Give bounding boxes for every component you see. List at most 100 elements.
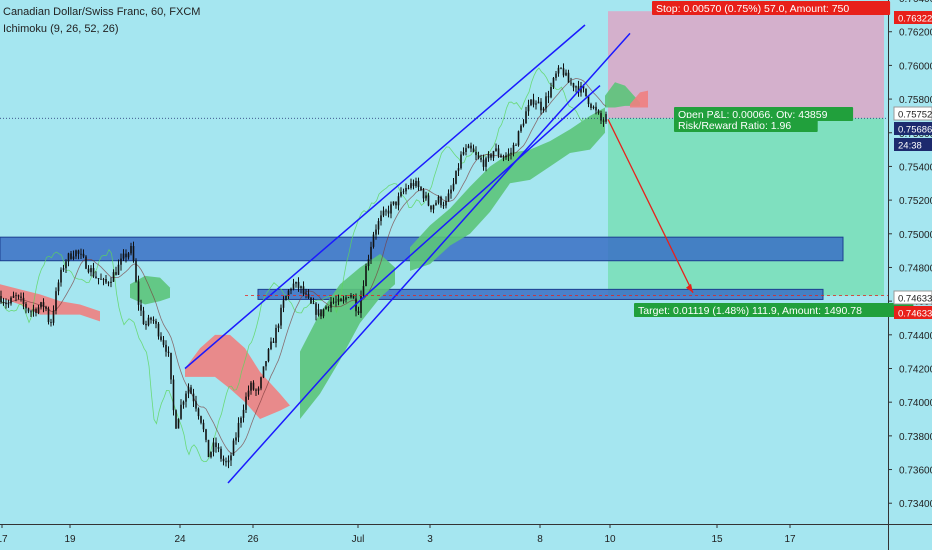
- candle-body: [295, 281, 297, 284]
- candle-body: [287, 290, 290, 296]
- candle-body: [235, 437, 237, 441]
- projection-arrow: [607, 119, 694, 294]
- candle-body: [590, 104, 592, 108]
- x-tick-label: 8: [537, 534, 543, 545]
- candle-body: [512, 145, 515, 153]
- candle-body: [250, 382, 252, 391]
- stop-label-bg: [652, 1, 891, 15]
- candle-body: [317, 309, 320, 315]
- candle-body: [432, 205, 435, 210]
- price-tag: 0.74633: [898, 294, 932, 305]
- y-tick-label: 0.74400: [899, 331, 932, 342]
- candle-body: [515, 145, 517, 146]
- x-tick-label: 17: [784, 534, 796, 545]
- candle-body: [577, 86, 580, 93]
- candle-body: [57, 282, 60, 292]
- candle-body: [62, 268, 65, 270]
- candle-body: [575, 86, 577, 88]
- channel-line: [349, 85, 601, 311]
- price-tag-bg: [893, 290, 932, 305]
- candle-body: [97, 278, 100, 279]
- candle-body: [7, 303, 10, 305]
- candle-body: [547, 96, 550, 98]
- candle-body: [177, 418, 180, 429]
- y-tick-label: 0.74000: [899, 398, 932, 409]
- candle-body: [22, 297, 25, 304]
- candle-body: [15, 295, 17, 297]
- stop-area: [608, 11, 884, 119]
- y-tick-label: 0.75000: [899, 230, 932, 241]
- candle-body: [220, 448, 222, 459]
- candle-body: [165, 344, 167, 352]
- candle-body: [495, 148, 497, 152]
- candle-body: [85, 256, 87, 269]
- candle-body: [417, 180, 420, 188]
- candle-body: [67, 253, 70, 262]
- candle-body: [212, 442, 215, 452]
- candle-body: [482, 159, 485, 167]
- candle-body: [147, 317, 150, 326]
- candle-body: [262, 366, 265, 378]
- trend-channel[interactable]: [184, 24, 631, 484]
- x-tick-label: 10: [604, 534, 616, 545]
- candle-body: [597, 110, 600, 114]
- candle-body: [145, 324, 147, 326]
- candle-body: [472, 148, 475, 153]
- candle-body: [457, 168, 460, 171]
- candle-body: [542, 108, 545, 111]
- bear-cloud: [0, 284, 100, 322]
- candle-body: [520, 125, 522, 132]
- price-tag: 0.74633: [898, 309, 932, 320]
- candle-body: [332, 301, 335, 303]
- candle-body: [362, 286, 365, 296]
- candle-body: [202, 422, 205, 430]
- candle-body: [280, 307, 282, 326]
- candle-body: [217, 447, 220, 449]
- candle-body: [157, 323, 160, 337]
- candle-body: [455, 170, 457, 184]
- candle-body: [510, 152, 512, 154]
- candle-body: [60, 269, 62, 283]
- y-tick-label: 0.75800: [899, 95, 932, 106]
- candle-body: [310, 297, 312, 304]
- candle-body: [427, 195, 430, 206]
- chart-title: Canadian Dollar/Swiss Franc, 60, FXCM: [3, 6, 201, 18]
- candle-body: [330, 301, 332, 308]
- candle-body: [252, 382, 255, 390]
- candle-body: [265, 361, 267, 367]
- candle-body: [222, 458, 225, 462]
- target-label-bg: [634, 303, 914, 317]
- candle-body: [302, 286, 305, 294]
- candle-body: [392, 201, 395, 205]
- candle-body: [315, 303, 317, 315]
- candle-body: [440, 196, 442, 206]
- candle-body: [257, 388, 260, 391]
- candle-body: [320, 309, 322, 317]
- candle-body: [230, 455, 232, 461]
- x-tick-label: 24: [174, 534, 186, 545]
- candle-body: [407, 187, 410, 189]
- candle-body: [65, 261, 67, 269]
- candle-body: [100, 278, 102, 280]
- candle-body: [415, 180, 417, 187]
- candle-body: [17, 295, 20, 297]
- candle-body: [337, 298, 340, 302]
- candle-body: [377, 221, 380, 230]
- candle-body: [37, 307, 40, 314]
- projection[interactable]: [607, 119, 694, 294]
- target-area: [608, 118, 884, 296]
- candle-body: [507, 153, 510, 156]
- candle-body: [382, 210, 385, 216]
- position-levels: [0, 117, 888, 296]
- candle-body: [345, 297, 347, 300]
- candle-body: [225, 461, 227, 463]
- candle-body: [405, 187, 407, 192]
- candle-body: [155, 320, 157, 324]
- candle-body: [5, 302, 7, 305]
- candle-body: [530, 99, 532, 106]
- candle-body: [277, 325, 280, 328]
- x-tick-label: 15: [711, 534, 723, 545]
- y-tick-label: 0.76000: [899, 61, 932, 72]
